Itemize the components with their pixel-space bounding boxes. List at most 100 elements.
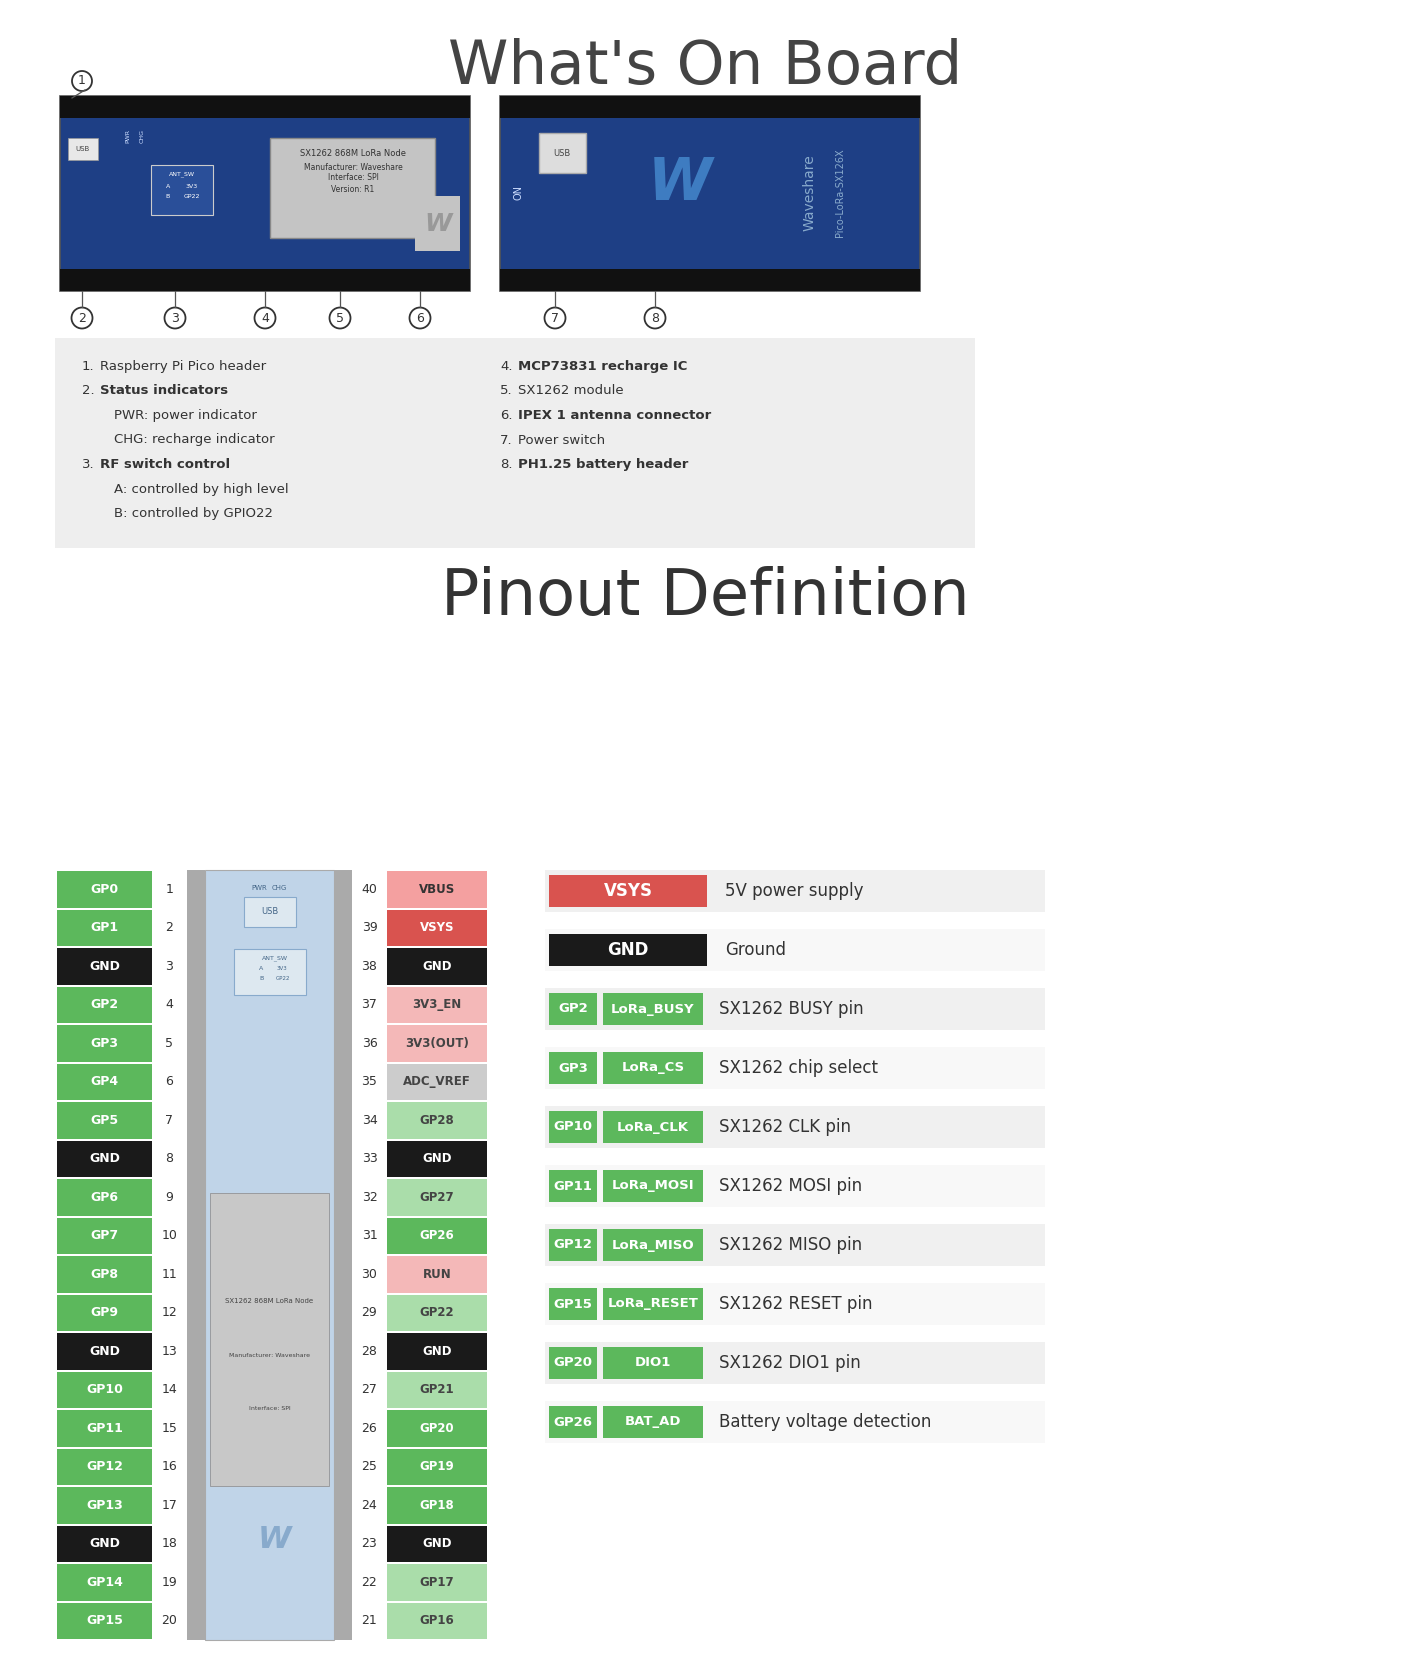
FancyBboxPatch shape — [56, 987, 152, 1024]
FancyBboxPatch shape — [546, 1341, 1045, 1384]
Text: LoRa_MISO: LoRa_MISO — [612, 1238, 694, 1251]
Text: GP2: GP2 — [90, 999, 118, 1010]
Text: SX1262 MISO pin: SX1262 MISO pin — [719, 1237, 862, 1255]
FancyBboxPatch shape — [546, 1283, 1045, 1325]
Text: LoRa_RESET: LoRa_RESET — [608, 1298, 698, 1311]
Text: GND: GND — [422, 1345, 451, 1358]
Text: B: B — [166, 193, 171, 198]
FancyBboxPatch shape — [386, 1487, 486, 1524]
Text: SX1262 module: SX1262 module — [517, 384, 623, 397]
Text: Version: R1: Version: R1 — [331, 184, 375, 193]
FancyBboxPatch shape — [386, 909, 486, 946]
FancyBboxPatch shape — [546, 929, 1045, 971]
Text: GP11: GP11 — [554, 1180, 592, 1193]
Text: SX1262 DIO1 pin: SX1262 DIO1 pin — [719, 1355, 860, 1373]
FancyBboxPatch shape — [603, 1288, 704, 1320]
FancyBboxPatch shape — [603, 1110, 704, 1143]
Text: 3: 3 — [171, 311, 179, 324]
Text: GP17: GP17 — [420, 1576, 454, 1589]
Text: GP10: GP10 — [86, 1383, 123, 1396]
Text: 5.: 5. — [501, 384, 513, 397]
Text: GP9: GP9 — [90, 1306, 118, 1320]
FancyBboxPatch shape — [501, 96, 919, 118]
Text: SX1262 CLK pin: SX1262 CLK pin — [719, 1119, 852, 1137]
FancyBboxPatch shape — [386, 1025, 486, 1062]
FancyBboxPatch shape — [603, 1170, 704, 1202]
Text: GND: GND — [422, 1152, 451, 1165]
Text: GP6: GP6 — [90, 1190, 118, 1203]
Text: GP14: GP14 — [86, 1576, 123, 1589]
Text: MCP73831 recharge IC: MCP73831 recharge IC — [517, 361, 688, 372]
Text: SX1262 MOSI pin: SX1262 MOSI pin — [719, 1177, 862, 1195]
Text: 3V3: 3V3 — [186, 183, 199, 188]
Text: ON: ON — [513, 186, 523, 201]
FancyBboxPatch shape — [56, 1333, 152, 1369]
FancyBboxPatch shape — [68, 138, 99, 160]
Text: GP10: GP10 — [554, 1120, 592, 1133]
Text: RF switch control: RF switch control — [100, 459, 230, 470]
FancyBboxPatch shape — [603, 1052, 704, 1084]
Text: Battery voltage detection: Battery voltage detection — [719, 1413, 932, 1431]
Text: SX1262 BUSY pin: SX1262 BUSY pin — [719, 1001, 863, 1019]
Text: GP7: GP7 — [90, 1230, 118, 1242]
Text: B: B — [259, 976, 264, 981]
FancyBboxPatch shape — [548, 1228, 596, 1261]
FancyBboxPatch shape — [269, 138, 436, 238]
Text: 2.: 2. — [82, 384, 94, 397]
Text: 9: 9 — [165, 1190, 173, 1203]
Text: CHG: CHG — [272, 884, 288, 891]
Text: CHG: CHG — [140, 130, 144, 143]
FancyBboxPatch shape — [61, 96, 470, 118]
FancyBboxPatch shape — [546, 1401, 1045, 1443]
FancyBboxPatch shape — [151, 165, 213, 214]
FancyBboxPatch shape — [386, 1333, 486, 1369]
Text: 17: 17 — [162, 1499, 178, 1512]
Text: 4: 4 — [165, 999, 173, 1010]
FancyBboxPatch shape — [386, 1140, 486, 1177]
Text: Pico-LoRa-SX126X: Pico-LoRa-SX126X — [835, 148, 845, 238]
FancyBboxPatch shape — [548, 1346, 596, 1379]
Text: SX1262 RESET pin: SX1262 RESET pin — [719, 1295, 873, 1313]
Text: GND: GND — [89, 1537, 120, 1551]
Text: 4.: 4. — [501, 361, 512, 372]
Text: RUN: RUN — [423, 1268, 451, 1281]
Text: A: A — [166, 183, 171, 188]
FancyBboxPatch shape — [334, 869, 352, 1640]
Text: 3V3: 3V3 — [276, 966, 286, 971]
Text: GP2: GP2 — [558, 1002, 588, 1015]
FancyBboxPatch shape — [548, 1170, 596, 1202]
FancyBboxPatch shape — [546, 1047, 1045, 1089]
FancyBboxPatch shape — [386, 1256, 486, 1293]
FancyBboxPatch shape — [56, 1526, 152, 1562]
FancyBboxPatch shape — [56, 1178, 152, 1215]
FancyBboxPatch shape — [548, 874, 706, 907]
Text: GND: GND — [89, 1152, 120, 1165]
Text: 38: 38 — [361, 959, 378, 972]
Text: 2: 2 — [78, 311, 86, 324]
Text: 5: 5 — [336, 311, 344, 324]
Text: Raspberry Pi Pico header: Raspberry Pi Pico header — [100, 361, 266, 372]
Text: SX1262 868M LoRa Node: SX1262 868M LoRa Node — [300, 150, 406, 158]
Text: SX1262 868M LoRa Node: SX1262 868M LoRa Node — [226, 1298, 313, 1305]
Text: 14: 14 — [162, 1383, 178, 1396]
Text: 40: 40 — [361, 883, 378, 896]
FancyBboxPatch shape — [548, 934, 706, 966]
Text: Status indicators: Status indicators — [100, 384, 228, 397]
FancyBboxPatch shape — [548, 1288, 596, 1320]
Text: ANT_SW: ANT_SW — [261, 956, 288, 961]
Text: 6: 6 — [165, 1075, 173, 1089]
Text: GP3: GP3 — [558, 1062, 588, 1075]
FancyBboxPatch shape — [244, 897, 296, 927]
Text: ADC_VREF: ADC_VREF — [403, 1075, 471, 1089]
Text: 30: 30 — [361, 1268, 378, 1281]
Text: GP20: GP20 — [420, 1421, 454, 1434]
FancyBboxPatch shape — [386, 987, 486, 1024]
Text: LoRa_CS: LoRa_CS — [622, 1062, 685, 1075]
Text: 19: 19 — [162, 1576, 178, 1589]
Text: DIO1: DIO1 — [634, 1356, 671, 1369]
FancyBboxPatch shape — [56, 1564, 152, 1601]
Text: 21: 21 — [361, 1614, 378, 1627]
Text: GP22: GP22 — [276, 976, 290, 981]
Text: W: W — [647, 155, 712, 211]
Text: GP19: GP19 — [420, 1461, 454, 1473]
